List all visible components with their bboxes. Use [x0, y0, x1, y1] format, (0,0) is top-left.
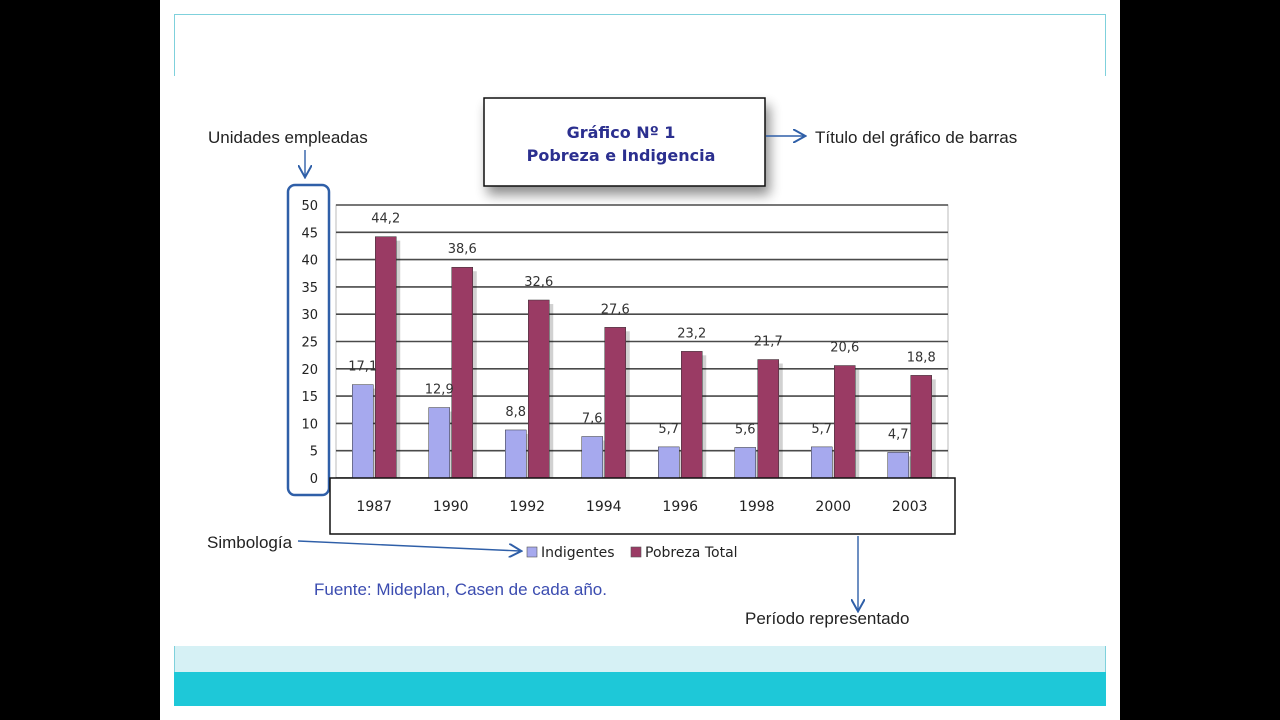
x-category-label: 1998 [739, 499, 775, 515]
y-tick-label: 10 [301, 417, 318, 432]
data-label: 5,7 [658, 422, 679, 437]
annotation-period: Período representado [745, 609, 909, 628]
chart-title-line-1: Gráfico Nº 1 [567, 123, 676, 142]
x-axis-categories: 1987 1990 1992 1994 1996 1998 2000 2003 [356, 499, 927, 515]
legend: Indigentes Pobreza Total [526, 545, 738, 561]
y-tick-label: 35 [301, 281, 318, 296]
data-label: 23,2 [677, 326, 706, 341]
data-label: 5,7 [811, 422, 832, 437]
y-tick-label: 5 [310, 445, 318, 460]
data-label: 5,6 [735, 422, 756, 437]
data-label: 4,7 [888, 427, 909, 442]
bar-pobreza-total [451, 266, 473, 479]
chart-title-line-2: Pobreza e Indigencia [527, 146, 716, 165]
y-tick-label: 30 [301, 308, 318, 323]
legend-swatch-indigentes [526, 546, 538, 558]
data-label: 27,6 [601, 302, 630, 317]
x-category-label: 2000 [815, 499, 851, 515]
chart-title-box: Gráfico Nº 1 Pobreza e Indigencia [483, 97, 766, 187]
bar-pobreza-total [834, 365, 856, 479]
bar-indigentes [352, 384, 374, 479]
annotation-symbology-arrow [297, 540, 520, 551]
x-category-label: 1992 [509, 499, 545, 515]
bar-pobreza-total [375, 236, 397, 479]
bar-indigentes [658, 446, 680, 479]
bar-pobreza-total [757, 359, 779, 479]
x-axis-box [329, 477, 956, 535]
slide-bottom-band-light [174, 646, 1106, 672]
y-axis-highlight [286, 183, 331, 497]
annotation-symbology: Simbología [207, 533, 293, 552]
data-label: 32,6 [524, 275, 553, 290]
legend-swatch-pobreza-total [630, 546, 642, 558]
x-category-label: 2003 [892, 499, 928, 515]
bar-pobreza-total [681, 351, 703, 479]
y-tick-label: 20 [301, 363, 318, 378]
bar-indigentes [505, 429, 527, 479]
data-label: 17,1 [348, 360, 377, 375]
y-tick-label: 40 [301, 254, 318, 269]
slide-bottom-band [174, 672, 1106, 706]
chart-source: Fuente: Mideplan, Casen de cada año. [314, 580, 607, 599]
slide-top-frame [174, 14, 1106, 76]
data-label: 21,7 [754, 335, 783, 350]
x-category-label: 1990 [433, 499, 469, 515]
legend-label-indigentes: Indigentes [541, 545, 615, 561]
plot-area: 17,1 44,2 12,9 38,6 8,8 32,6 7,6 27,6 5,7 23,2 5,6… [335, 204, 949, 479]
bars [352, 236, 936, 479]
data-label: 8,8 [505, 405, 526, 420]
x-category-label: 1987 [356, 499, 392, 515]
bar-indigentes [428, 407, 450, 479]
y-tick-label: 0 [310, 472, 318, 487]
data-label: 44,2 [371, 212, 400, 227]
data-label: 12,9 [425, 383, 454, 398]
data-labels: 17,1 44,2 12,9 38,6 8,8 32,6 7,6 27,6 5,7 23,2 5,6… [348, 212, 935, 443]
y-tick-label: 15 [301, 390, 318, 405]
annotation-title-label: Título del gráfico de barras [815, 128, 1017, 147]
bar-pobreza-total [604, 327, 626, 479]
legend-label-pobreza-total: Pobreza Total [645, 545, 738, 561]
data-label: 18,8 [907, 350, 936, 365]
x-category-label: 1996 [662, 499, 698, 515]
bar-indigentes [811, 446, 833, 479]
y-tick-label: 45 [301, 226, 318, 241]
bar-pobreza-total [910, 375, 932, 479]
bar-pobreza-total [528, 299, 550, 479]
annotation-units: Unidades empleadas [208, 128, 368, 147]
y-tick-label: 25 [301, 336, 318, 351]
data-label: 38,6 [448, 242, 477, 257]
x-category-label: 1994 [586, 499, 622, 515]
y-axis-ticks: 0 5 10 15 20 25 30 35 40 45 50 [301, 199, 318, 487]
bar-indigentes [887, 452, 909, 479]
y-tick-label: 50 [301, 199, 318, 214]
bar-indigentes [581, 436, 603, 479]
data-label: 20,6 [830, 341, 859, 356]
data-label: 7,6 [582, 412, 603, 427]
bar-indigentes [734, 447, 756, 479]
